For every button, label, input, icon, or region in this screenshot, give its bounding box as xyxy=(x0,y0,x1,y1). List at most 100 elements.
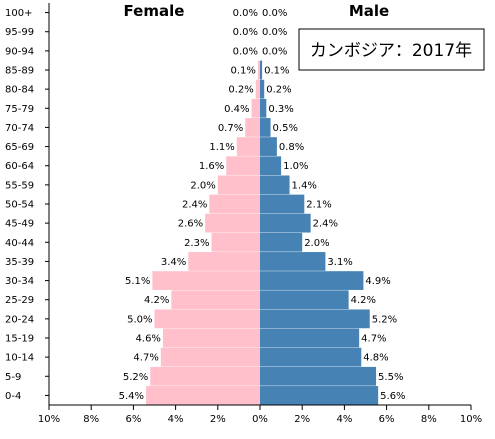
male-bar-30-34 xyxy=(260,271,364,290)
female-bar-30-34 xyxy=(152,271,260,290)
x-tick-label: 2% xyxy=(294,414,310,425)
male-value-label: 4.7% xyxy=(361,334,386,345)
female-bar-40-44 xyxy=(211,232,260,252)
female-value-label: 0.2% xyxy=(228,85,253,96)
age-group-label: 90-94 xyxy=(5,46,34,57)
male-bar-25-29 xyxy=(260,290,349,310)
male-value-label: 2.4% xyxy=(313,219,338,230)
female-bar-45-49 xyxy=(205,213,260,233)
x-tick-label: 6% xyxy=(379,414,395,425)
male-value-label: 0.0% xyxy=(262,8,287,19)
male-value-label: 0.3% xyxy=(268,104,293,115)
female-value-label: 0.1% xyxy=(230,66,255,77)
age-group-label: 5-9 xyxy=(5,372,21,383)
title-box xyxy=(298,28,485,71)
age-group-label: 10-14 xyxy=(5,353,34,364)
male-value-label: 2.0% xyxy=(304,238,329,249)
x-tick-label: 8% xyxy=(83,414,99,425)
x-tick-label: 2% xyxy=(210,414,226,425)
female-bar-80-84 xyxy=(255,79,260,99)
male-value-label: 0.8% xyxy=(279,142,304,153)
female-value-label: 5.0% xyxy=(127,314,152,325)
age-group-label: 85-89 xyxy=(5,66,34,77)
male-value-label: 0.0% xyxy=(262,27,287,38)
female-bar-70-74 xyxy=(245,118,260,137)
male-bar-5-9 xyxy=(260,366,377,386)
female-value-label: 4.2% xyxy=(144,295,169,306)
age-group-label: 15-19 xyxy=(5,334,34,345)
male-bar-20-24 xyxy=(260,309,370,329)
female-value-label: 5.1% xyxy=(125,276,150,287)
male-bar-10-14 xyxy=(260,347,362,367)
male-value-label: 4.2% xyxy=(351,295,376,306)
male-bar-0-4 xyxy=(260,386,379,405)
x-tick-label: 10% xyxy=(38,414,60,425)
female-value-label: 0.7% xyxy=(218,123,243,134)
female-bar-65-69 xyxy=(236,137,260,156)
female-value-label: 0.0% xyxy=(233,46,258,57)
female-bar-0-4 xyxy=(146,386,260,405)
female-value-label: 2.3% xyxy=(184,238,209,249)
chart-title: カンボジア：2017年 xyxy=(310,41,472,61)
age-group-label: 50-54 xyxy=(5,200,34,211)
age-group-label: 0-4 xyxy=(5,391,21,402)
female-value-label: 2.4% xyxy=(182,200,207,211)
x-tick-label: 4% xyxy=(336,414,352,425)
male-value-label: 0.0% xyxy=(262,46,287,57)
age-group-label: 95-99 xyxy=(5,27,34,38)
female-value-label: 5.2% xyxy=(123,372,148,383)
male-value-label: 2.1% xyxy=(306,200,331,211)
age-group-label: 25-29 xyxy=(5,295,34,306)
male-bar-15-19 xyxy=(260,328,360,348)
female-value-label: 0.0% xyxy=(233,8,258,19)
male-bar-45-49 xyxy=(260,213,311,233)
age-group-label: 65-69 xyxy=(5,142,34,153)
male-bar-35-39 xyxy=(260,252,326,271)
female-bar-50-54 xyxy=(209,194,260,214)
male-value-label: 5.6% xyxy=(380,391,405,402)
age-group-label: 20-24 xyxy=(5,314,34,325)
female-bar-60-64 xyxy=(226,156,260,176)
male-bar-60-64 xyxy=(260,156,282,176)
male-bar-75-79 xyxy=(260,98,267,118)
male-value-label: 5.5% xyxy=(378,372,403,383)
female-value-label: 1.1% xyxy=(209,142,234,153)
male-bar-40-44 xyxy=(260,232,303,252)
female-header: Female xyxy=(124,2,185,20)
male-bar-65-69 xyxy=(260,137,277,156)
male-value-label: 1.4% xyxy=(292,180,317,191)
age-group-labels: 100+ 95-99 90-94 85-89 80-84 75-79 70-74 65-69 6… xyxy=(5,8,34,402)
female-bar-20-24 xyxy=(154,309,260,329)
female-value-label: 4.7% xyxy=(133,353,158,364)
female-bar-10-14 xyxy=(160,347,260,367)
female-bar-35-39 xyxy=(188,252,260,271)
age-group-label: 75-79 xyxy=(5,104,34,115)
male-bar-50-54 xyxy=(260,194,305,214)
age-group-label: 70-74 xyxy=(5,123,34,134)
value-labels: 0.0% 0.0% 0.0% 0.0% 0.0% 0.0% 0.1% 0.1% 0.2% 0.2%… xyxy=(119,8,406,402)
male-value-label: 4.8% xyxy=(363,353,388,364)
female-value-label: 5.4% xyxy=(119,391,144,402)
x-axis-ticks: 10% 8% 6% 4% 2% 0% 2% 4% 6% 8% 10% xyxy=(38,405,482,425)
female-value-label: 0.0% xyxy=(233,27,258,38)
female-value-label: 2.0% xyxy=(190,180,215,191)
x-tick-label: 8% xyxy=(421,414,437,425)
female-bars xyxy=(146,60,260,405)
age-group-label: 60-64 xyxy=(5,161,34,172)
male-bar-70-74 xyxy=(260,118,271,137)
age-group-label: 40-44 xyxy=(5,238,34,249)
female-value-label: 0.4% xyxy=(224,104,249,115)
age-group-label: 45-49 xyxy=(5,219,34,230)
x-tick-label: 0% xyxy=(252,414,268,425)
male-value-label: 5.2% xyxy=(372,314,397,325)
female-bar-25-29 xyxy=(171,290,260,310)
age-group-label: 55-59 xyxy=(5,180,34,191)
male-value-label: 0.2% xyxy=(266,85,291,96)
male-value-label: 0.5% xyxy=(273,123,298,134)
male-value-label: 0.1% xyxy=(264,66,289,77)
x-tick-label: 4% xyxy=(168,414,184,425)
male-value-label: 1.0% xyxy=(283,161,308,172)
male-bars xyxy=(260,60,379,405)
